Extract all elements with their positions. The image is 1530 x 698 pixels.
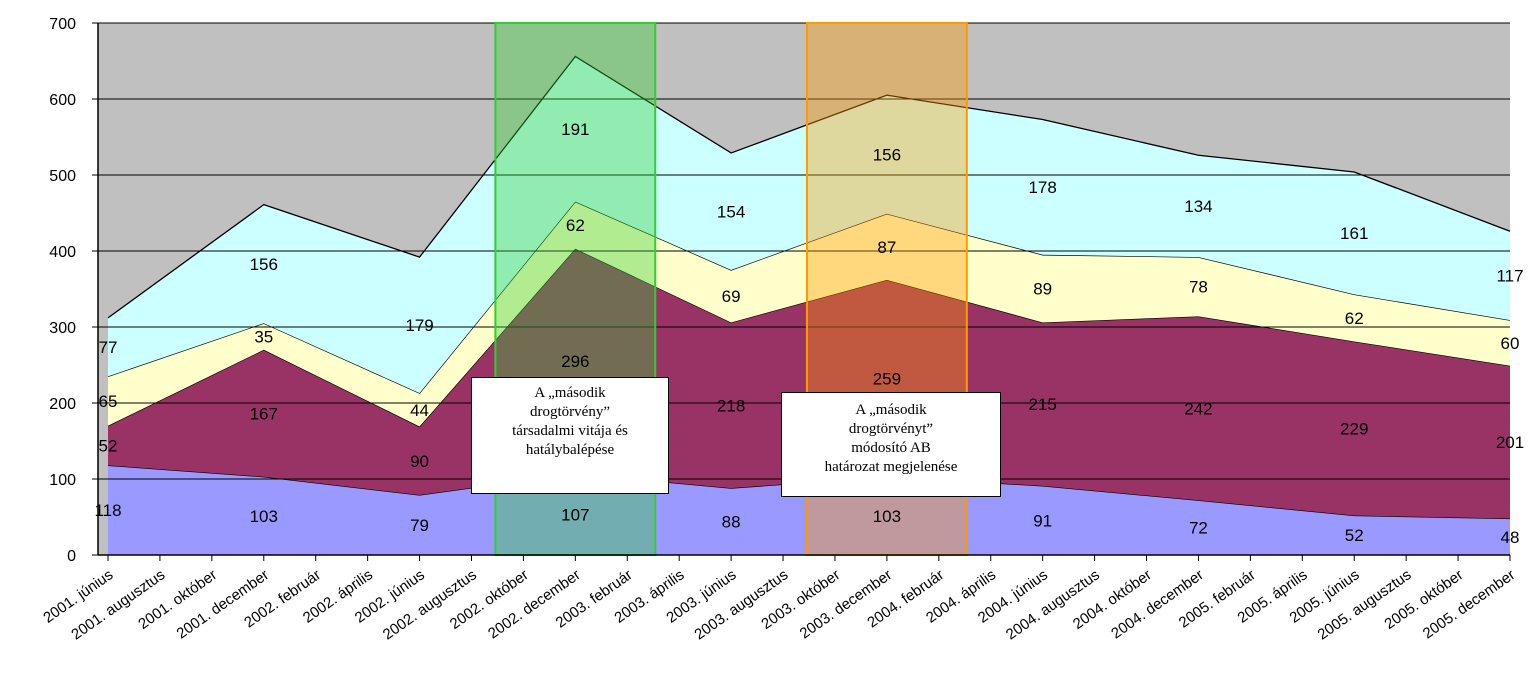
annotation-2-line-2: drogtörvényt” [848, 421, 934, 437]
data-label-s1-2: 103 [250, 507, 278, 526]
data-label-s1-1: 118 [94, 501, 121, 520]
data-label-s2-2: 167 [250, 404, 278, 423]
data-label-s3-6: 87 [877, 238, 896, 257]
data-label-s2-6: 259 [873, 369, 901, 388]
annotation-2-line-4: határozat megjelenése [824, 459, 958, 475]
data-label-s3-4: 62 [566, 216, 585, 235]
data-label-s4-6: 156 [873, 145, 901, 164]
x-tick-label-28: 2005. december [1420, 566, 1519, 642]
annotation-1-line-4: hatálybalépése [525, 442, 615, 458]
data-label-s4-8: 134 [1184, 197, 1212, 216]
annotation-1-line-3: társadalmi vitája és [512, 423, 628, 439]
data-label-s3-5: 69 [722, 287, 741, 306]
data-label-s1-8: 72 [1189, 519, 1208, 538]
data-label-s4-7: 178 [1028, 178, 1056, 197]
y-axis: 0 100 200 300 400 500 600 700 [49, 16, 99, 565]
area-series-2 [108, 248, 1510, 519]
y-tick-label-400: 400 [49, 244, 76, 261]
y-tick-label-100: 100 [49, 472, 76, 489]
area-series-group [107, 55, 1511, 555]
data-label-s1-3: 79 [410, 516, 429, 535]
y-tick-label-200: 200 [49, 396, 76, 413]
data-labels: 118 103 79 107 88 103 91 72 52 48 52 167 90 296 218 259… [94, 120, 1524, 547]
data-label-s4-10: 117 [1496, 267, 1523, 286]
data-label-s2-9: 229 [1340, 419, 1368, 438]
data-label-s3-2: 35 [254, 328, 273, 347]
data-label-s1-5: 88 [722, 513, 741, 532]
data-label-s4-2: 156 [250, 255, 278, 274]
data-label-s2-8: 242 [1184, 399, 1212, 418]
data-label-s2-4: 296 [561, 352, 589, 371]
data-label-s1-6: 103 [873, 507, 901, 526]
x-tick-label-10: 2002. december [485, 566, 584, 642]
data-label-s4-9: 161 [1340, 224, 1368, 243]
data-label-s2-10: 201 [1496, 433, 1524, 452]
x-tick-label-26: 2005. augusztus [1315, 566, 1415, 643]
gridlines [98, 22, 1510, 480]
data-label-s1-10: 48 [1501, 528, 1520, 547]
data-label-s3-1: 65 [99, 392, 118, 411]
y-tick-label-700: 700 [49, 16, 76, 33]
x-tick-label-20: 2004. augusztus [1003, 566, 1103, 643]
x-tick-label-8: 2002. augusztus [380, 566, 480, 643]
data-label-s3-7: 89 [1033, 280, 1052, 299]
data-label-s1-4: 107 [561, 505, 589, 524]
data-label-s1-9: 52 [1345, 526, 1364, 545]
y-tick-label-500: 500 [49, 168, 76, 185]
data-label-s4-3: 179 [405, 316, 433, 335]
annotation-box-1: A „második drogtörvény” társadalmi vitáj… [471, 377, 669, 494]
data-label-s2-5: 218 [717, 396, 745, 415]
area-series-4 [108, 56, 1510, 394]
data-label-s2-7: 215 [1028, 395, 1056, 414]
annotation-box-2: A „második drogtörvényt” módosító AB hat… [781, 392, 1001, 497]
annotation-2-line-3: módosító AB [851, 440, 931, 456]
x-tick-label-16: 2003. december [797, 566, 896, 642]
data-label-s3-10: 60 [1501, 334, 1520, 353]
data-label-s2-1: 52 [99, 437, 118, 456]
data-label-s1-7: 91 [1033, 511, 1052, 530]
x-tick-label-14: 2003. augusztus [691, 566, 791, 643]
x-tick-label-4: 2001. december [174, 566, 273, 642]
x-tick-label-22: 2004. december [1108, 566, 1207, 642]
y-tick-label-300: 300 [49, 320, 76, 337]
y-tick-label-0: 0 [67, 548, 76, 565]
series-4-top-line [107, 55, 1511, 319]
y-tick-label-600: 600 [49, 92, 76, 109]
data-label-s3-9: 62 [1345, 309, 1364, 328]
area-series-1 [108, 465, 1510, 555]
x-tick-label-2: 2001. augusztus [68, 566, 168, 643]
data-label-s2-3: 90 [410, 452, 429, 471]
area-series-3 [108, 201, 1510, 427]
annotation-2-line-1: A „második [855, 402, 927, 418]
data-label-s3-3: 44 [410, 401, 429, 420]
data-label-s4-5: 154 [717, 202, 745, 221]
data-label-s4-1: 77 [99, 338, 118, 357]
data-label-s3-8: 78 [1189, 278, 1208, 297]
data-label-s4-4: 191 [561, 120, 589, 139]
annotation-1-line-2: drogtörvény” [530, 404, 610, 420]
annotation-1-line-1: A „második [534, 385, 606, 401]
